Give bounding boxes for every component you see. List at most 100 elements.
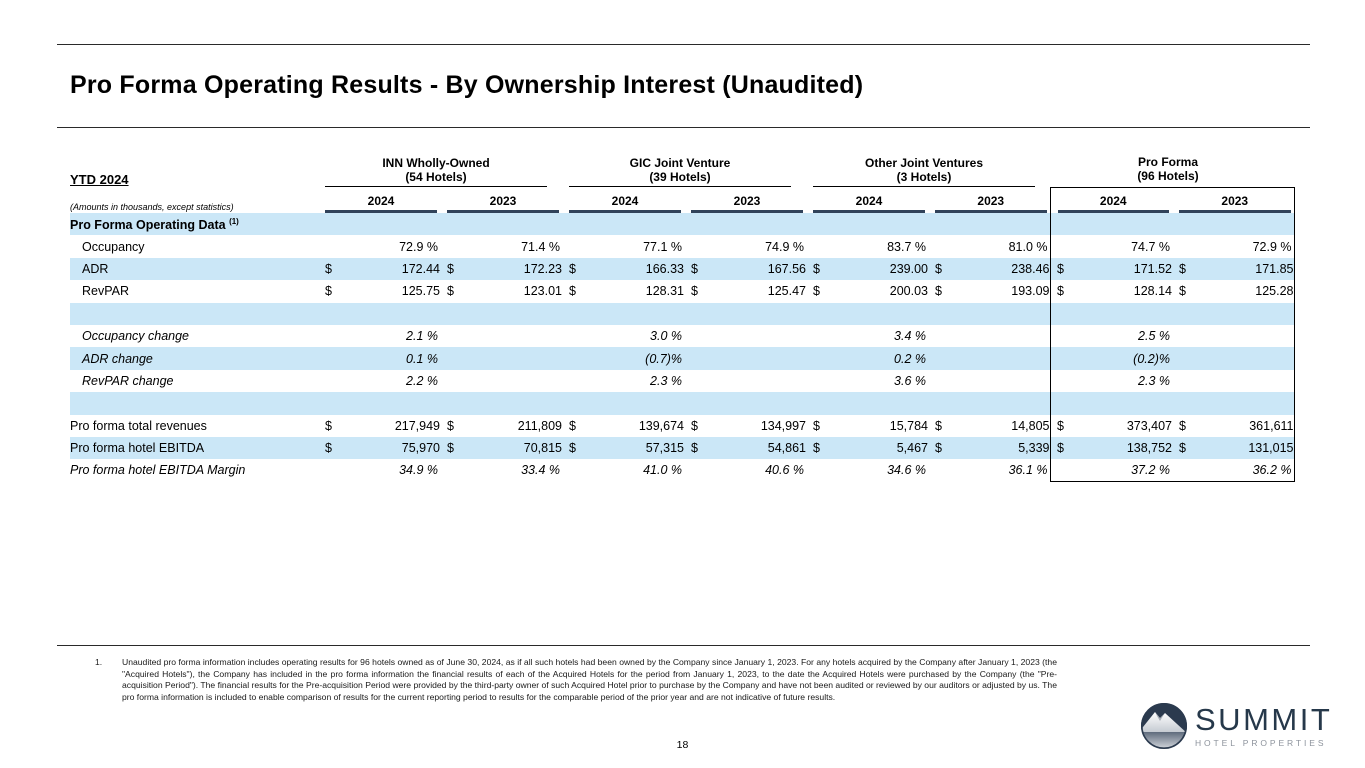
- year-label: 2023: [691, 194, 803, 213]
- cell-currency: [935, 235, 952, 257]
- cell-currency: $: [691, 261, 698, 276]
- cell-currency: [1179, 325, 1196, 347]
- cell-gap: [928, 392, 935, 414]
- cell-currency: $: [1179, 284, 1186, 299]
- cell-value: [342, 392, 440, 414]
- cell-currency: $: [813, 441, 820, 456]
- cell-value: 71.4 %: [521, 239, 560, 254]
- cell-value: 72.9 %: [1196, 235, 1295, 258]
- cell-gap: [1049, 235, 1057, 258]
- cell-currency: [569, 459, 586, 481]
- cell-currency: [1179, 213, 1196, 235]
- cell-gap: [562, 459, 569, 481]
- cell-currency: $: [935, 261, 942, 276]
- group-hotel-count: (54 Hotels): [405, 169, 467, 184]
- cell-value: 373,407: [1126, 418, 1172, 433]
- cell-value: 37.2 %: [1074, 459, 1172, 483]
- cell-gap: [684, 258, 691, 280]
- cell-value: 125.47: [767, 284, 806, 299]
- cell-value: [708, 347, 806, 369]
- cell-value: [708, 370, 806, 392]
- group-header: Other Joint Ventures (3 Hotels): [806, 152, 1050, 187]
- cell-currency: $: [1057, 441, 1064, 456]
- cell-gap: [806, 459, 813, 481]
- cell-currency: $: [447, 284, 454, 299]
- cell-currency: $: [569, 261, 576, 276]
- cell-value: 166.33: [645, 261, 684, 276]
- cell-value: 171.52: [1133, 261, 1172, 276]
- column-year-header: 2023: [928, 187, 1050, 213]
- column-year-header: 2023: [684, 187, 806, 213]
- cell-gap: [318, 415, 325, 437]
- cell-gap: [684, 347, 691, 369]
- ytd-label-text: YTD 2024: [70, 172, 129, 187]
- cell-gap: [806, 347, 813, 369]
- group-header-label: Pro Forma (96 Hotels): [1057, 155, 1279, 186]
- cell-value: 128.14: [1133, 284, 1172, 299]
- column-year-header: 2024: [318, 187, 440, 213]
- group-hotel-count: (39 Hotels): [649, 169, 711, 184]
- cell-value: 125.75: [401, 284, 440, 299]
- cell-value: 238.46: [1011, 261, 1050, 276]
- cell-gap: [440, 347, 447, 369]
- cell-currency: $: [569, 284, 576, 299]
- group-header-label: GIC Joint Venture (39 Hotels): [569, 156, 791, 187]
- cell-value: 167.56: [767, 261, 806, 276]
- cell-gap: [928, 280, 935, 302]
- cell-gap: [318, 347, 325, 369]
- cell-value: [1074, 303, 1172, 325]
- row-label: ADR change: [82, 351, 153, 366]
- cell-value: 41.0 %: [643, 463, 682, 478]
- cell-value: 134,997: [760, 418, 806, 433]
- cell-value: 57,315: [645, 441, 684, 456]
- group-name: Other Joint Ventures: [864, 155, 984, 170]
- row-label: Pro forma total revenues: [70, 418, 207, 433]
- cell-gap: [562, 303, 569, 325]
- cell-gap: [928, 325, 935, 347]
- cell-gap: [928, 415, 935, 437]
- cell-gap: [928, 459, 935, 481]
- cell-currency: [569, 370, 586, 392]
- cell-currency: [813, 370, 830, 392]
- cell-gap: [1049, 280, 1057, 303]
- cell-gap: [1049, 459, 1057, 483]
- year-label: 2023: [1179, 194, 1291, 213]
- cell-currency: [813, 303, 830, 325]
- cell-currency: [691, 459, 708, 481]
- cell-currency: $: [935, 418, 942, 433]
- cell-gap: [318, 258, 325, 280]
- cell-currency: [447, 303, 464, 325]
- cell-gap: [562, 235, 569, 257]
- cell-gap: [318, 235, 325, 257]
- row-label: Occupancy change: [82, 329, 190, 344]
- cell-value: [952, 347, 1050, 369]
- group-header: INN Wholly-Owned (54 Hotels): [318, 152, 562, 187]
- cell-value: 139,674: [638, 418, 684, 433]
- cell-value: [708, 303, 806, 325]
- cell-gap: [318, 392, 325, 414]
- cell-currency: [691, 347, 708, 369]
- cell-gap: [562, 258, 569, 280]
- cell-currency: [935, 303, 952, 325]
- cell-gap: [806, 370, 813, 392]
- table-row: Occupancy change 2.1 % 3.0 % 3.4 % 2.5 %: [70, 324, 1295, 348]
- cell-currency: [813, 235, 830, 257]
- cell-value: 193.09: [1011, 284, 1050, 299]
- cell-currency: [935, 370, 952, 392]
- header-year-row: (Amounts in thousands, except statistics…: [70, 186, 1295, 213]
- cell-value: 217,949: [394, 418, 440, 433]
- cell-value: [1196, 347, 1295, 370]
- cell-value: 72.9 %: [399, 239, 438, 254]
- cell-currency: $: [325, 418, 332, 433]
- cell-value: 2.2 %: [406, 373, 438, 388]
- cell-value: 74.9 %: [765, 239, 804, 254]
- year-label: 2024: [813, 194, 925, 213]
- cell-value: [1074, 392, 1172, 414]
- cell-value: [952, 303, 1050, 325]
- cell-currency: [935, 325, 952, 347]
- cell-currency: $: [813, 261, 820, 276]
- cell-currency: [569, 347, 586, 369]
- cell-gap: [684, 392, 691, 414]
- cell-value: 172.23: [523, 261, 562, 276]
- logo-name: SUMMIT: [1195, 702, 1333, 737]
